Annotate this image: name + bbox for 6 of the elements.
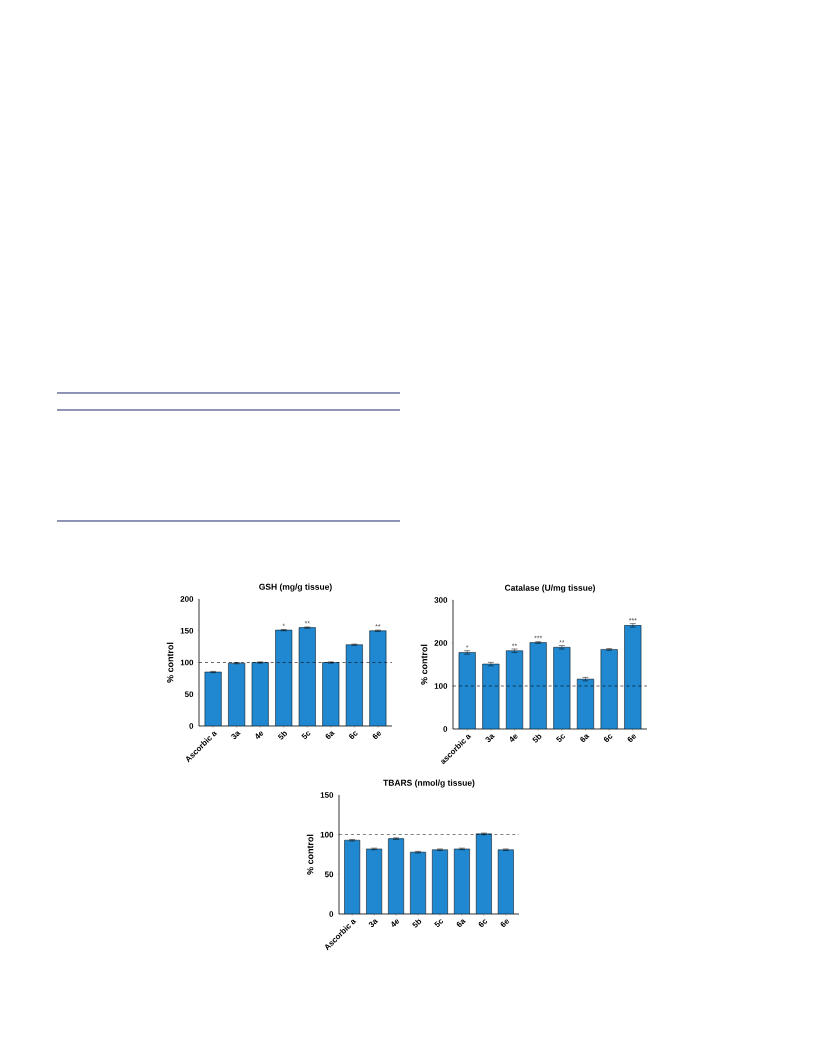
chart-title: TBARS (nmol/g tissue) (383, 779, 475, 788)
y-axis-title: % control (166, 642, 174, 683)
chart-title: GSH (mg/g tissue) (259, 583, 332, 592)
y-axis-title: % control (420, 644, 428, 685)
chart-title: Catalase (U/mg tissue) (504, 584, 595, 593)
y-axis-title: % control (306, 834, 314, 875)
